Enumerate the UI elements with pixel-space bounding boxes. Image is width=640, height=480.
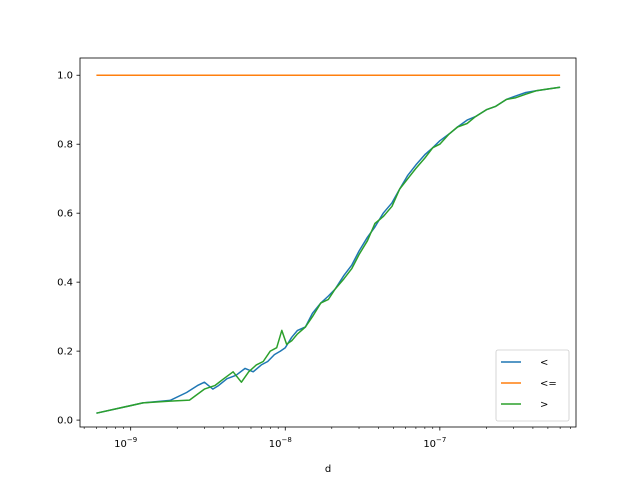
legend: < <= >	[495, 349, 570, 422]
y-axis-ticks: 0.0 0.2 0.4 0.6 0.8 1.0	[57, 71, 80, 427]
y-tick-label: 0.0	[57, 416, 73, 427]
x-tick-label: 10−9	[114, 436, 137, 450]
y-tick-label: 0.8	[57, 140, 73, 151]
x-tick-label: 10−8	[269, 436, 292, 450]
legend-label-2: >	[540, 400, 548, 411]
legend-label-0: <	[540, 358, 548, 369]
y-tick-label: 0.2	[57, 347, 73, 358]
x-axis-ticks: 10−9 10−8 10−7	[83, 427, 571, 450]
x-axis-label: d	[325, 464, 331, 475]
plot-area	[79, 57, 577, 428]
legend-box	[495, 349, 570, 422]
y-tick-label: 0.4	[57, 278, 73, 289]
y-tick-label: 1.0	[57, 71, 73, 82]
axes-frame	[79, 57, 577, 428]
legend-label-1: <=	[540, 379, 557, 390]
y-tick-label: 0.6	[57, 209, 73, 220]
x-tick-label: 10−7	[423, 436, 446, 450]
series-layer	[96, 74, 561, 414]
series-line-2	[96, 86, 561, 414]
